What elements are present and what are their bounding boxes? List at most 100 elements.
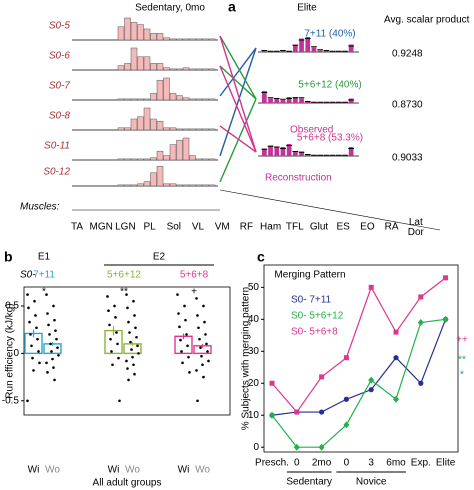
score: 0.9033	[392, 153, 423, 164]
panel-label: b	[4, 249, 13, 265]
observed-bar	[317, 50, 323, 52]
bar	[156, 120, 164, 131]
elite-label: 7+11 (40%)	[304, 29, 355, 40]
x-tick-label: Wo	[45, 465, 60, 476]
data-point	[195, 297, 198, 300]
bar	[124, 158, 131, 161]
observed-bar	[262, 50, 267, 52]
bar	[143, 28, 151, 41]
y-tick-label: 10	[248, 410, 260, 421]
marker	[368, 284, 374, 290]
pattern-label: 5+6+8	[180, 270, 209, 281]
bar	[143, 98, 151, 101]
data-point	[202, 375, 205, 379]
data-point	[118, 399, 121, 403]
data-point	[195, 369, 198, 372]
data-point	[204, 333, 207, 336]
bar	[189, 68, 196, 71]
bar	[202, 158, 209, 161]
bar	[156, 63, 164, 71]
bar	[117, 65, 125, 71]
bar	[130, 118, 138, 131]
bar	[124, 127, 131, 131]
data-point	[206, 350, 209, 353]
data-point	[128, 331, 131, 334]
data-point	[49, 342, 52, 346]
bar	[182, 184, 190, 187]
marker	[442, 315, 449, 323]
bar	[202, 98, 209, 101]
data-point	[31, 356, 34, 360]
bar	[189, 98, 196, 101]
score: 0.9248	[392, 49, 423, 60]
data-point	[185, 333, 188, 336]
marker	[319, 374, 325, 380]
bar	[169, 93, 177, 101]
observed-bar	[293, 97, 298, 103]
data-point	[179, 338, 182, 342]
bar	[117, 184, 125, 187]
bar	[150, 33, 157, 41]
y-tick-label: 20	[248, 378, 260, 389]
bar	[169, 144, 177, 161]
significance: ++	[456, 335, 468, 346]
observed-bar	[348, 44, 354, 52]
data-point	[29, 333, 32, 336]
muscle-label: TA	[71, 222, 83, 233]
x-axis-label: All adult groups	[93, 478, 162, 489]
marker	[418, 380, 424, 386]
elite-label: 5+6+8 (53.3%)	[297, 133, 363, 144]
marker	[294, 409, 300, 415]
data-point	[202, 304, 205, 308]
bar	[130, 47, 138, 71]
score: 0.8730	[392, 100, 423, 111]
bar	[130, 98, 138, 101]
arrow	[219, 98, 257, 183]
x-tick-label: 0	[294, 458, 300, 469]
bar	[137, 158, 144, 161]
bar	[195, 184, 203, 187]
bar	[169, 38, 177, 41]
bar	[189, 184, 196, 187]
observed-bar	[293, 44, 298, 52]
marker	[443, 275, 449, 281]
bar	[195, 158, 203, 161]
data-point	[125, 293, 128, 296]
muscle-label: MGN	[90, 222, 113, 233]
bar	[163, 183, 170, 187]
data-point	[33, 299, 36, 303]
muscle-label: VM	[215, 222, 230, 233]
arrow	[219, 47, 257, 97]
bar	[163, 127, 170, 131]
group-label: E1	[38, 252, 51, 263]
bar	[150, 93, 157, 101]
bar	[189, 155, 196, 161]
bar	[195, 38, 203, 41]
muscle-label: Glut	[310, 222, 329, 233]
observed-bar	[286, 97, 292, 103]
marker	[418, 294, 424, 300]
x-tick-label: Wi	[178, 465, 190, 476]
y-axis-label: Run efficiency (kJ/kg)	[5, 303, 16, 398]
data-point	[57, 353, 60, 357]
bar	[202, 38, 209, 41]
bar	[195, 98, 203, 101]
observed-bar	[262, 148, 267, 156]
data-point	[131, 355, 134, 359]
bar	[163, 155, 170, 161]
data-point	[48, 333, 51, 336]
significance: **	[458, 355, 466, 366]
elite-label: 5+6+12 (40%)	[298, 80, 361, 91]
bar	[150, 118, 157, 131]
line	[271, 319, 447, 416]
bar	[208, 98, 216, 101]
data-point	[26, 399, 29, 403]
prefix: S0-	[20, 270, 36, 281]
data-point	[130, 348, 133, 351]
bar	[137, 24, 144, 41]
bar	[182, 97, 190, 101]
observed-bar	[274, 98, 280, 103]
x-tick-label: 2mo	[312, 458, 332, 469]
data-point	[135, 335, 138, 339]
muscle-label: EO	[360, 222, 375, 233]
